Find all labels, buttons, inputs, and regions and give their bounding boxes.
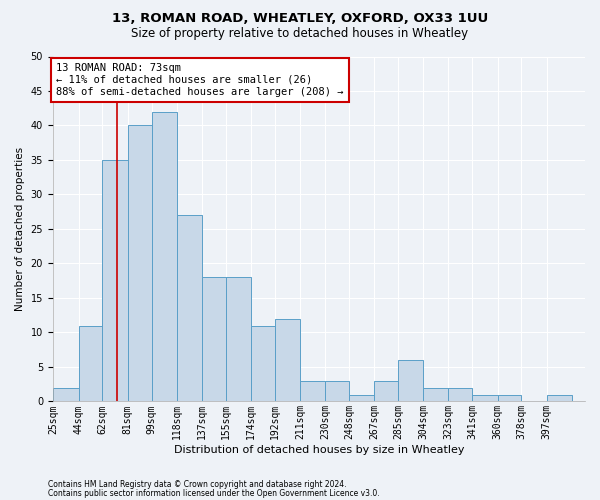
Bar [423, 388, 448, 402]
Bar [202, 277, 226, 402]
Text: Size of property relative to detached houses in Wheatley: Size of property relative to detached ho… [131, 28, 469, 40]
Bar [398, 360, 423, 402]
Y-axis label: Number of detached properties: Number of detached properties [15, 147, 25, 311]
Bar [275, 318, 300, 402]
Text: Contains HM Land Registry data © Crown copyright and database right 2024.: Contains HM Land Registry data © Crown c… [48, 480, 347, 489]
Bar [349, 394, 374, 402]
Bar [547, 394, 572, 402]
Bar [226, 277, 251, 402]
Bar [53, 388, 79, 402]
Bar [448, 388, 472, 402]
Bar [300, 380, 325, 402]
Text: 13, ROMAN ROAD, WHEATLEY, OXFORD, OX33 1UU: 13, ROMAN ROAD, WHEATLEY, OXFORD, OX33 1… [112, 12, 488, 26]
Bar [472, 394, 497, 402]
Bar [177, 215, 202, 402]
Bar [152, 112, 177, 402]
Bar [79, 326, 103, 402]
Bar [374, 380, 398, 402]
Bar [103, 160, 128, 402]
Bar [128, 126, 152, 402]
Text: Contains public sector information licensed under the Open Government Licence v3: Contains public sector information licen… [48, 488, 380, 498]
X-axis label: Distribution of detached houses by size in Wheatley: Distribution of detached houses by size … [173, 445, 464, 455]
Bar [497, 394, 521, 402]
Text: 13 ROMAN ROAD: 73sqm
← 11% of detached houses are smaller (26)
88% of semi-detac: 13 ROMAN ROAD: 73sqm ← 11% of detached h… [56, 64, 344, 96]
Bar [325, 380, 349, 402]
Bar [251, 326, 275, 402]
